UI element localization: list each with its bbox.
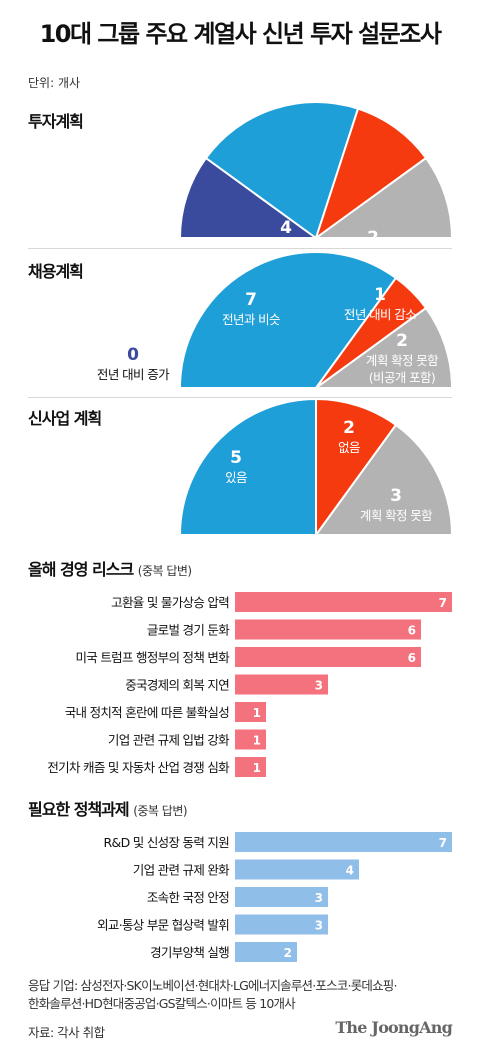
slice-value: 1 xyxy=(374,285,386,305)
bar-value-label: 2 xyxy=(284,946,292,960)
slice-value: 2 xyxy=(367,228,379,245)
slice-label: 4 전년과 비슷 xyxy=(257,218,316,245)
business-risk-subtitle: (중복 답변) xyxy=(137,564,192,578)
bar-category-label: 외교·통상 부문 협상력 발휘 xyxy=(97,918,229,933)
bar-value-label: 3 xyxy=(315,919,323,933)
bar-category-label: 미국 트럼프 행정부의 정책 변화 xyxy=(76,650,231,665)
bar-category-label: 조속한 국정 안정 xyxy=(147,890,229,905)
slice-text: (비공개 포함) xyxy=(369,370,435,385)
source-label: 자료: 각사 취합 xyxy=(28,1025,105,1040)
slice-text: 전년 대비 감소 xyxy=(344,307,416,322)
bar-value-label: 3 xyxy=(315,891,323,905)
policy-task-title: 필요한 정책과제 (중복 답변) xyxy=(28,796,188,820)
bar xyxy=(235,674,328,695)
slice-value: 4 xyxy=(280,218,292,238)
unit-label: 단위: 개사 xyxy=(28,76,81,90)
pie-slice xyxy=(315,397,398,539)
hiring-plan-chart: 0 전년 대비 증가 7 전년과 비슷 1 전년 대비 감소 2 계획 확정 못함 (비공개 포… xyxy=(97,251,454,389)
business-risk-title-text: 올해 경영 리스크 xyxy=(28,560,134,579)
pie-slice xyxy=(178,397,317,536)
respondent-note-line1: 응답 기업: 삼성전자·SK이노베이션·현대차·LG에너지솔루션·포스코·롯데쇼… xyxy=(28,978,397,993)
slice-label: 5 있음 xyxy=(225,448,248,485)
bar xyxy=(235,729,266,750)
bar-value-label: 1 xyxy=(253,706,261,720)
slice-value: 7 xyxy=(245,290,257,310)
slice-label: 2 없음 xyxy=(338,418,361,455)
new-business-plan-chart: 5 있음 2 없음 3 계획 확정 못함 xyxy=(178,397,454,539)
pie-slice xyxy=(312,306,454,389)
policy-task-subtitle: (중복 답변) xyxy=(133,804,188,818)
pie-slice xyxy=(178,251,398,389)
slice-label: 3 계획 확정 못함 xyxy=(360,486,434,523)
pie-slice xyxy=(314,107,428,241)
respondent-note-line2: 한화솔루션·HD현대중공업·GS칼텍스·이마트 등 10개사 xyxy=(28,996,296,1011)
bar-category-label: 글로벌 경기 둔화 xyxy=(147,623,230,638)
slice-text: 계획 확정 못함 xyxy=(360,508,433,523)
slice-value: 2 xyxy=(396,331,408,351)
policy-task-title-text: 필요한 정책과제 xyxy=(28,800,130,819)
bar-category-label: 경기부양책 실행 xyxy=(150,945,229,960)
bar-category-label: R&D 및 신성장 동력 지원 xyxy=(104,835,230,850)
business-risk-chart: 고환율 및 물가상승 압력 7 글로벌 경기 둔화 6 미국 트럼프 행정부의 정책 변… xyxy=(47,592,452,777)
investment-plan-title: 투자계획 xyxy=(28,112,84,131)
bar-value-label: 1 xyxy=(253,734,261,748)
bar-category-label: 전기차 캐즘 및 자동차 산업 경쟁 심화 xyxy=(47,760,230,775)
slice-text: 계획 확정 못함 xyxy=(366,353,439,368)
bar xyxy=(235,702,266,722)
policy-task-chart: R&D 및 신성장 동력 지원 7 기업 관련 규제 완화 4 조속한 국정 안정 3 외교… xyxy=(97,832,452,962)
hiring-plan-title: 채용계획 xyxy=(28,262,84,281)
bar xyxy=(235,592,452,612)
slice-value: 0 xyxy=(127,345,139,365)
slice-value: 3 xyxy=(390,486,402,506)
pie-slice xyxy=(314,423,454,536)
bar-value-label: 1 xyxy=(253,761,261,775)
bar xyxy=(235,647,421,667)
pie-slice xyxy=(178,156,320,239)
page-title: 10대 그룹 주요 계열사 신년 투자 설문조사 xyxy=(39,20,442,48)
slice-text: 전년과 비슷 xyxy=(257,240,315,245)
slice-label: 7 전년과 비슷 xyxy=(222,290,281,327)
bar xyxy=(235,859,359,880)
bar xyxy=(235,942,297,962)
brand-logo: The JoongAng xyxy=(335,1018,452,1037)
pie-slice xyxy=(204,101,360,240)
bar xyxy=(235,914,328,935)
bar-category-label: 중국경제의 회복 지연 xyxy=(125,678,229,693)
new-business-plan-title: 신사업 계획 xyxy=(28,409,102,428)
business-risk-title: 올해 경영 리스크 (중복 답변) xyxy=(28,556,192,580)
bar-category-label: 기업 관련 규제 완화 xyxy=(133,863,230,878)
bar-value-label: 3 xyxy=(315,679,323,693)
bar-value-label: 7 xyxy=(439,836,447,850)
slice-label: 0 전년 대비 증가 xyxy=(97,345,171,382)
bar-value-label: 7 xyxy=(439,596,447,610)
divider xyxy=(28,248,452,249)
divider xyxy=(28,397,452,398)
bar-value-label: 6 xyxy=(408,651,416,665)
pie-slice xyxy=(312,156,454,239)
bar-category-label: 기업 관련 규제 입법 강화 xyxy=(108,733,230,748)
bar xyxy=(235,757,266,777)
slice-text: 전년 대비 증가 xyxy=(97,367,170,382)
slice-text: 전년과 비슷 xyxy=(222,312,280,327)
bar-category-label: 국내 정치적 혼란에 따른 불확실성 xyxy=(65,705,229,720)
slice-label: 1 전년 대비 감소 xyxy=(344,285,417,322)
bar xyxy=(235,887,328,907)
bar-value-label: 6 xyxy=(408,624,416,638)
slice-text: 있음 xyxy=(225,470,247,485)
bar xyxy=(235,832,452,852)
respondent-note: 응답 기업: 삼성전자·SK이노베이션·현대차·LG에너지솔루션·포스코·롯데쇼… xyxy=(28,977,468,1013)
slice-label: 2 계획 확정 못함 (비공개 포함) xyxy=(366,331,440,385)
slice-text: 없음 xyxy=(338,440,360,455)
slice-value: 5 xyxy=(230,448,242,468)
bar-category-label: 고환율 및 물가상승 압력 xyxy=(111,595,229,610)
bar-value-label: 4 xyxy=(346,864,354,878)
bar xyxy=(235,619,421,640)
slice-value: 2 xyxy=(343,418,355,438)
